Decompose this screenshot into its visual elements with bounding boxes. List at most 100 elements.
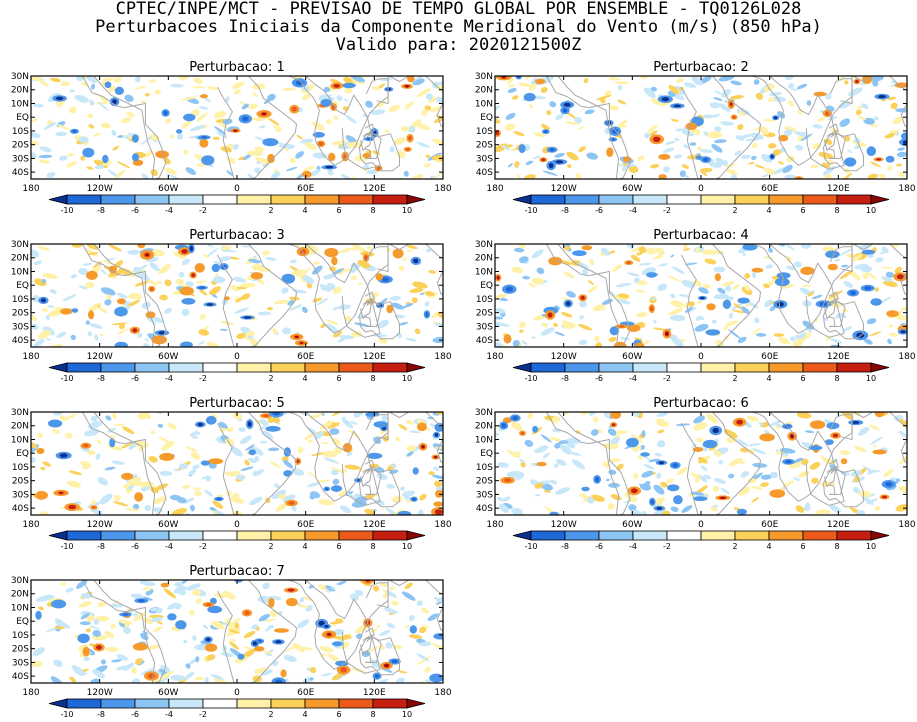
colorbar-segment — [134, 530, 170, 541]
colorbar-label: 4 — [766, 374, 771, 383]
colorbar-label: 10 — [866, 542, 876, 551]
lat-label: 30S — [12, 154, 29, 164]
lat-label: 40S — [12, 168, 29, 178]
colorbar: -10 -8 -6 -4 -2 2 4 6 8 10 — [512, 362, 890, 383]
map-panel-7: Perturbacao: 7 30N 20N 10N EQ 10S 20S 30S 40S 180… — [11, 564, 452, 719]
colorbar-label: -8 — [97, 542, 105, 551]
colorbar-segment — [372, 698, 408, 709]
lat-label: 30N — [475, 72, 493, 82]
colorbar-label: -6 — [595, 206, 603, 215]
lat-label: 10N — [11, 436, 29, 446]
lon-label: 180 — [22, 688, 39, 698]
header-line-1: CPTEC/INPE/MCT - PREVISAO DE TEMPO GLOBA… — [115, 0, 802, 19]
lon-label: 120W — [87, 352, 113, 362]
lon-label: 60W — [158, 352, 178, 362]
lon-label: 60W — [158, 184, 178, 194]
lon-label: 0 — [234, 688, 240, 698]
colorbar-segment — [372, 530, 408, 541]
lon-label: 60E — [297, 352, 314, 362]
lat-label: 40S — [476, 504, 493, 514]
colorbar-label: -8 — [561, 374, 569, 383]
colorbar-label: -10 — [524, 542, 537, 551]
colorbar-segment — [100, 362, 136, 373]
panel-title: Perturbacao: 3 — [189, 228, 284, 243]
colorbar-segment — [598, 530, 634, 541]
colorbar-segment — [304, 194, 340, 205]
colorbar-segment — [836, 362, 872, 373]
lat-label: 10N — [475, 436, 493, 446]
colorbar-segment — [236, 362, 272, 373]
colorbar: -10 -8 -6 -4 -2 2 4 6 8 10 — [48, 362, 426, 383]
colorbar-label: 2 — [268, 374, 273, 383]
colorbar-label: -8 — [561, 206, 569, 215]
colorbar-segment — [768, 194, 804, 205]
colorbar-segment — [270, 362, 306, 373]
colorbar-label: -8 — [561, 542, 569, 551]
colorbar-segment — [338, 698, 374, 709]
lat-label: 40S — [476, 336, 493, 346]
lat-label: 10N — [475, 100, 493, 110]
lon-label: 120E — [827, 352, 850, 362]
lat-label: 20S — [476, 477, 493, 487]
wind-field — [495, 412, 907, 515]
colorbar-label: -2 — [199, 206, 207, 215]
lon-label: 0 — [234, 184, 240, 194]
colorbar-label: 6 — [336, 206, 341, 215]
colorbar-segment — [734, 194, 770, 205]
colorbar-label: 10 — [402, 542, 412, 551]
colorbar-segment — [768, 530, 804, 541]
lon-label: 60W — [622, 520, 642, 530]
colorbar-label: 4 — [302, 710, 307, 719]
lon-label: 0 — [234, 352, 240, 362]
colorbar-label: -10 — [524, 206, 537, 215]
colorbar-label: -4 — [165, 710, 173, 719]
colorbar-label: -2 — [663, 206, 671, 215]
panel-title: Perturbacao: 1 — [189, 60, 284, 75]
lon-label: 120W — [551, 352, 577, 362]
colorbar-label: 8 — [370, 206, 375, 215]
colorbar-segment — [66, 698, 102, 709]
lat-label: 20N — [475, 86, 493, 96]
colorbar-min-arrow — [512, 194, 532, 205]
colorbar-segment — [666, 362, 702, 373]
colorbar-segment — [168, 194, 204, 205]
colorbar-label: -2 — [199, 542, 207, 551]
colorbar-label: 8 — [834, 206, 839, 215]
colorbar-segment — [564, 530, 600, 541]
colorbar-segment — [270, 530, 306, 541]
colorbar-segment — [338, 362, 374, 373]
colorbar-segment — [100, 194, 136, 205]
lat-label: 40S — [476, 168, 493, 178]
lat-label: 10S — [476, 127, 493, 137]
colorbar-label: 6 — [336, 374, 341, 383]
wind-field — [31, 76, 443, 179]
header-line-2: Perturbacoes Iniciais da Componente Meri… — [95, 17, 822, 37]
colorbar-segment — [666, 530, 702, 541]
lon-label: 180 — [22, 352, 39, 362]
lat-label: 10N — [11, 604, 29, 614]
lon-label: 120W — [551, 520, 577, 530]
colorbar-segment — [734, 530, 770, 541]
colorbar-label: 6 — [800, 542, 805, 551]
colorbar-segment — [134, 362, 170, 373]
colorbar-label: -4 — [165, 374, 173, 383]
colorbar-segment — [564, 362, 600, 373]
lon-label: 180 — [434, 520, 451, 530]
colorbar-label: -10 — [60, 542, 73, 551]
panel-title: Perturbacao: 7 — [189, 564, 284, 579]
lat-label: 30S — [476, 154, 493, 164]
lat-label: 10S — [476, 463, 493, 473]
coastlines — [506, 244, 907, 347]
colorbar-segment — [734, 362, 770, 373]
colorbar-segment — [666, 194, 702, 205]
colorbar-label: -2 — [663, 542, 671, 551]
colorbar-segment — [270, 194, 306, 205]
lon-label: 60E — [297, 520, 314, 530]
colorbar-segment — [66, 194, 102, 205]
lat-label: 30N — [475, 240, 493, 250]
colorbar-segment — [304, 530, 340, 541]
lat-label: 30S — [12, 322, 29, 332]
colorbar-label: 2 — [732, 542, 737, 551]
colorbar-label: -6 — [131, 542, 139, 551]
colorbar: -10 -8 -6 -4 -2 2 4 6 8 10 — [48, 698, 426, 719]
